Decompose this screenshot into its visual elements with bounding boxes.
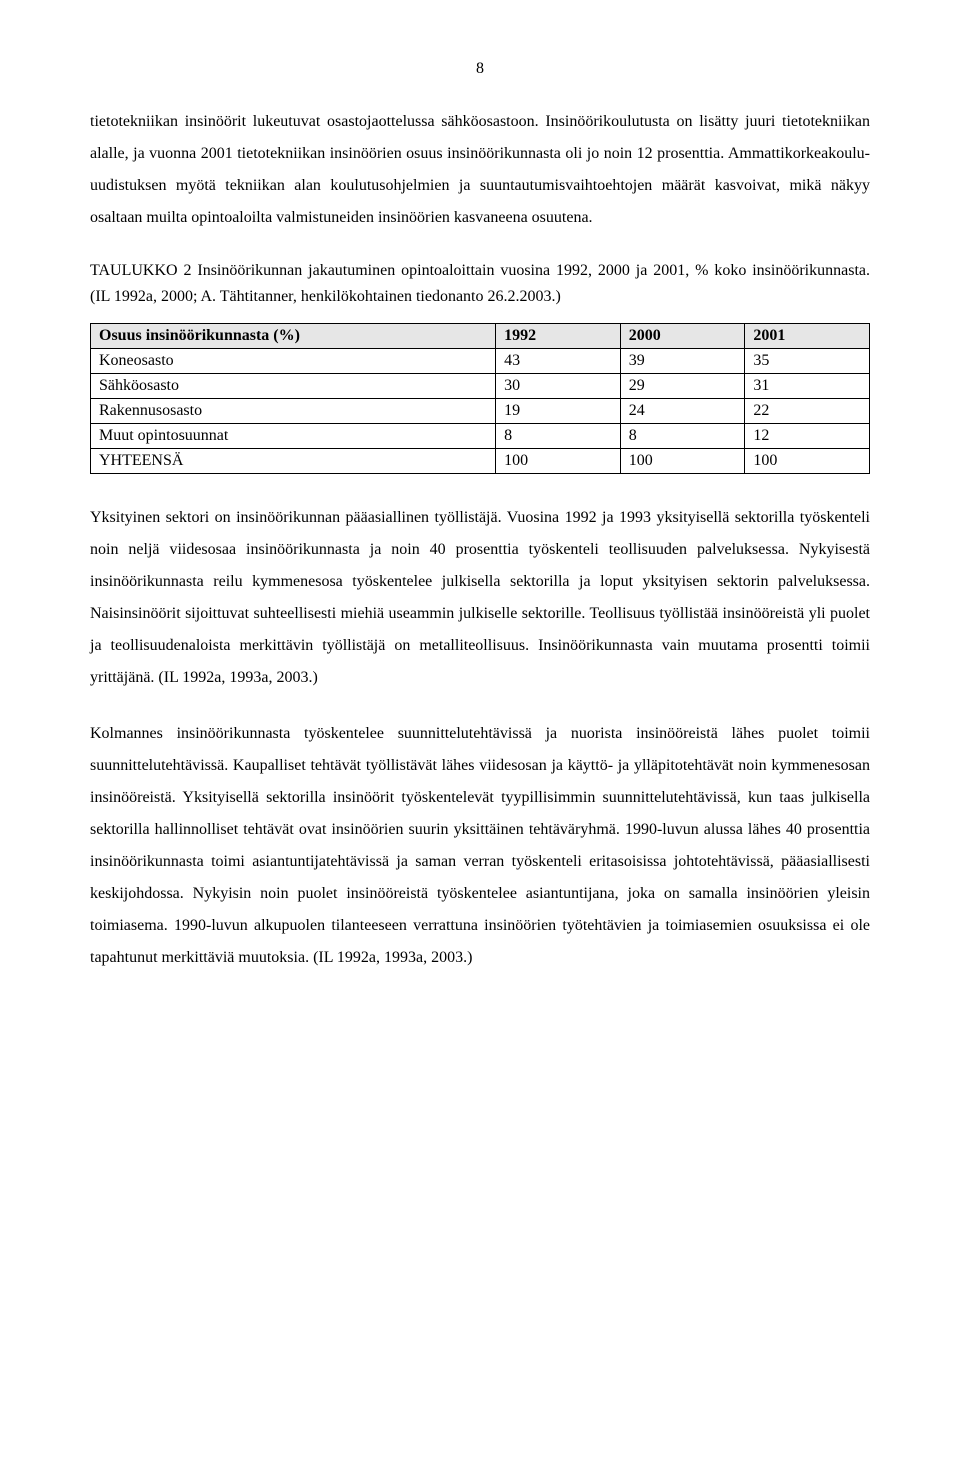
table-cell: Muut opintosuunnat [91,424,496,449]
paragraph-1: tietotekniikan insinöörit lukeutuvat osa… [90,106,870,234]
table-cell: 100 [745,449,870,474]
table-row: Koneosasto 43 39 35 [91,349,870,374]
table-cell: Sähköosasto [91,374,496,399]
document-page: 8 tietotekniikan insinöörit lukeutuvat o… [0,0,960,1058]
table-cell: 43 [496,349,621,374]
table-cell: 8 [496,424,621,449]
table-header-cell: Osuus insinöörikunnasta (%) [91,324,496,349]
data-table: Osuus insinöörikunnasta (%) 1992 2000 20… [90,323,870,474]
table-cell: 39 [620,349,745,374]
table-cell: 100 [496,449,621,474]
table-row: Muut opintosuunnat 8 8 12 [91,424,870,449]
table-cell: 30 [496,374,621,399]
table-cell: 8 [620,424,745,449]
table-cell: 22 [745,399,870,424]
table-row: Sähköosasto 30 29 31 [91,374,870,399]
table-cell: Koneosasto [91,349,496,374]
table-cell: 29 [620,374,745,399]
table-cell: 19 [496,399,621,424]
table-header-cell: 1992 [496,324,621,349]
table-cell: 12 [745,424,870,449]
page-number: 8 [90,60,870,78]
paragraph-3: Kolmannes insinöörikunnasta työskentelee… [90,718,870,974]
table-header-cell: 2000 [620,324,745,349]
table-cell: 31 [745,374,870,399]
paragraph-2: Yksityinen sektori on insinöörikunnan pä… [90,502,870,694]
table-header-row: Osuus insinöörikunnasta (%) 1992 2000 20… [91,324,870,349]
table-cell: YHTEENSÄ [91,449,496,474]
table-cell: 35 [745,349,870,374]
table-cell: 100 [620,449,745,474]
table-row: Rakennusosasto 19 24 22 [91,399,870,424]
table-header-cell: 2001 [745,324,870,349]
table-cell: Rakennusosasto [91,399,496,424]
table-row: YHTEENSÄ 100 100 100 [91,449,870,474]
table-cell: 24 [620,399,745,424]
table-caption: TAULUKKO 2 Insinöörikunnan jakautuminen … [90,258,870,309]
